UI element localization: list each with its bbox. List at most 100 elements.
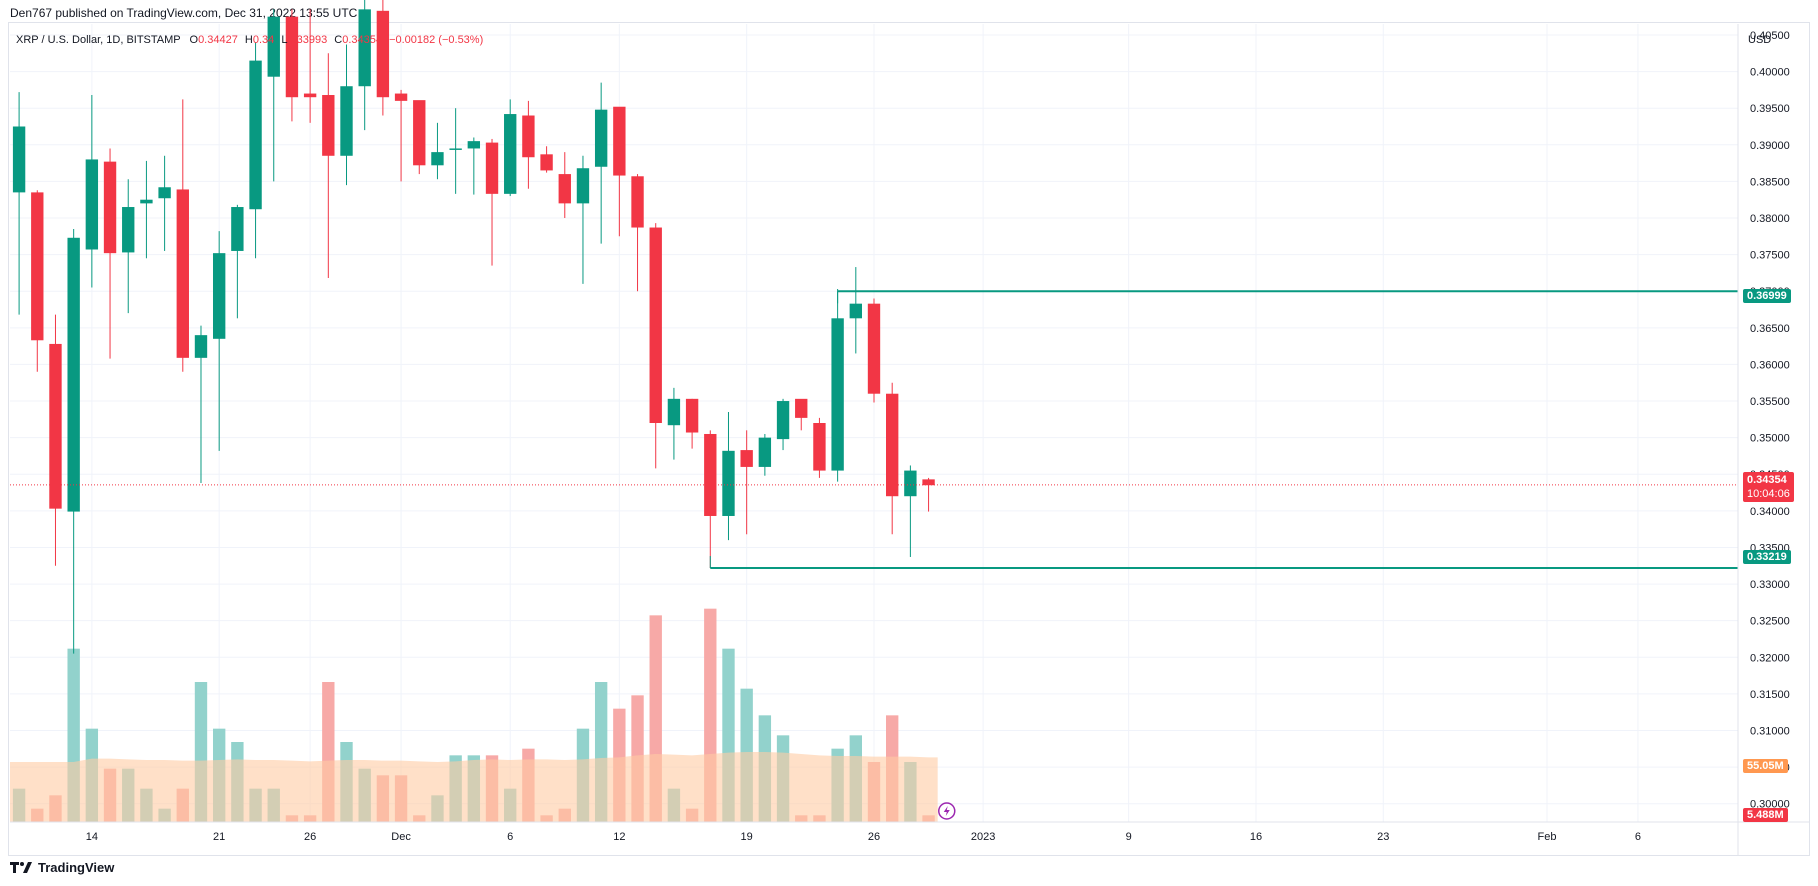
candle-body <box>886 393 899 497</box>
candle-body <box>685 398 699 433</box>
high-value: 0.34 <box>252 34 275 46</box>
x-tick-label: 12 <box>613 831 625 843</box>
tradingview-brand-name: TradingView <box>38 860 115 875</box>
candle-body <box>831 318 844 471</box>
y-tick-label: 0.32000 <box>1750 652 1790 664</box>
candle-body <box>904 470 917 497</box>
candle-body <box>849 303 862 319</box>
candle-body <box>122 207 135 253</box>
candle-body <box>31 192 44 341</box>
candle-body <box>667 398 681 426</box>
candle-body <box>285 16 299 98</box>
candle-body <box>267 16 280 77</box>
candle-body <box>722 450 735 516</box>
candle-body <box>12 126 26 193</box>
candle-body <box>140 199 153 204</box>
x-tick-label: 9 <box>1126 831 1132 843</box>
candle-body <box>558 174 571 204</box>
candle-body <box>594 109 608 167</box>
open-value: 0.34427 <box>198 34 238 46</box>
x-tick-label: 16 <box>1250 831 1262 843</box>
y-tick-label: 0.36000 <box>1750 359 1790 371</box>
x-tick-label: 14 <box>86 831 98 843</box>
candle-body <box>358 9 371 87</box>
candle-body <box>231 207 244 251</box>
candle-body <box>704 433 717 516</box>
chart-frame <box>8 22 1810 856</box>
candle-body <box>485 142 499 194</box>
candle-body <box>776 401 790 440</box>
x-tick-label: Feb <box>1538 831 1557 843</box>
y-tick-label: 0.39500 <box>1750 103 1790 115</box>
candle-body <box>449 148 462 150</box>
support-price-tag: 0.33219 <box>1743 550 1791 564</box>
candle-body <box>813 423 826 471</box>
countdown-timer: 10:04:06 <box>1747 488 1790 500</box>
y-tick-label: 0.40500 <box>1750 30 1790 42</box>
candle-body <box>322 95 335 156</box>
candle-body <box>394 93 408 101</box>
candle-body <box>212 253 226 339</box>
y-tick-label: 0.38500 <box>1750 176 1790 188</box>
candle-body <box>103 161 117 254</box>
y-tick-label: 0.31000 <box>1750 725 1790 737</box>
resistance-price-tag: 0.36999 <box>1743 289 1791 303</box>
last-price-tag: 0.34354 10:04:06 <box>1743 472 1794 502</box>
candle-body <box>340 86 353 156</box>
y-tick-label: 0.36500 <box>1750 323 1790 335</box>
last-price-value: 0.34354 <box>1747 474 1787 486</box>
close-label: C <box>334 34 343 46</box>
y-tick-label: 0.34000 <box>1750 506 1790 518</box>
level-layer <box>10 290 1738 820</box>
high-label: H <box>244 34 253 46</box>
candle-body <box>194 335 208 358</box>
volume-layer <box>10 608 938 822</box>
candle-body <box>504 114 517 194</box>
candle-layer <box>12 0 935 654</box>
volume-ma-tag: 55.05M <box>1743 759 1788 773</box>
x-tick-label: 2023 <box>971 831 995 843</box>
footer-brand[interactable]: TradingView <box>10 860 114 875</box>
grid <box>10 24 1738 822</box>
candle-body <box>740 450 753 467</box>
y-tick-label: 0.31500 <box>1750 689 1790 701</box>
candle-body <box>613 106 626 176</box>
symbol-name: XRP / U.S. Dollar, 1D, BITSTAMP <box>16 34 181 46</box>
last-volume-tag: 5.488M <box>1743 808 1788 822</box>
candle-body <box>540 154 553 171</box>
y-tick-label: 0.30000 <box>1750 799 1790 811</box>
x-tick-label: 21 <box>213 831 225 843</box>
y-tick-label: 0.40000 <box>1750 67 1790 79</box>
x-tick-label: 19 <box>741 831 753 843</box>
y-tick-label: 0.33000 <box>1750 579 1790 591</box>
y-tick-label: 0.39000 <box>1750 140 1790 152</box>
low-value: 0.33993 <box>287 34 328 46</box>
candle-body <box>758 437 772 467</box>
candle-body <box>467 141 481 149</box>
candle-body <box>413 100 426 166</box>
y-tick-label: 0.35000 <box>1750 433 1790 445</box>
x-tick-label: 23 <box>1377 831 1389 843</box>
y-tick-label: 0.35500 <box>1750 396 1790 408</box>
candle-body <box>67 237 80 512</box>
candle-body <box>158 187 171 199</box>
y-tick-label: 0.38000 <box>1750 213 1790 225</box>
candle-body <box>922 479 935 486</box>
open-label: O <box>189 34 199 46</box>
candle-body <box>431 152 444 166</box>
candle-body <box>376 10 390 98</box>
x-tick-label: 26 <box>868 831 880 843</box>
candle-body <box>576 168 590 204</box>
candle-body <box>303 93 317 98</box>
y-tick-label: 0.32500 <box>1750 616 1790 628</box>
tradingview-logo-icon <box>10 861 32 873</box>
candle-body <box>867 303 881 394</box>
candle-body <box>649 227 662 423</box>
close-value: 0.34354 <box>342 34 382 46</box>
candle-body <box>85 159 99 250</box>
change-value: −0.00182 (−0.53%) <box>389 34 484 46</box>
candle-body <box>176 189 189 358</box>
candle-body <box>631 176 644 228</box>
x-tick-label: 6 <box>507 831 513 843</box>
